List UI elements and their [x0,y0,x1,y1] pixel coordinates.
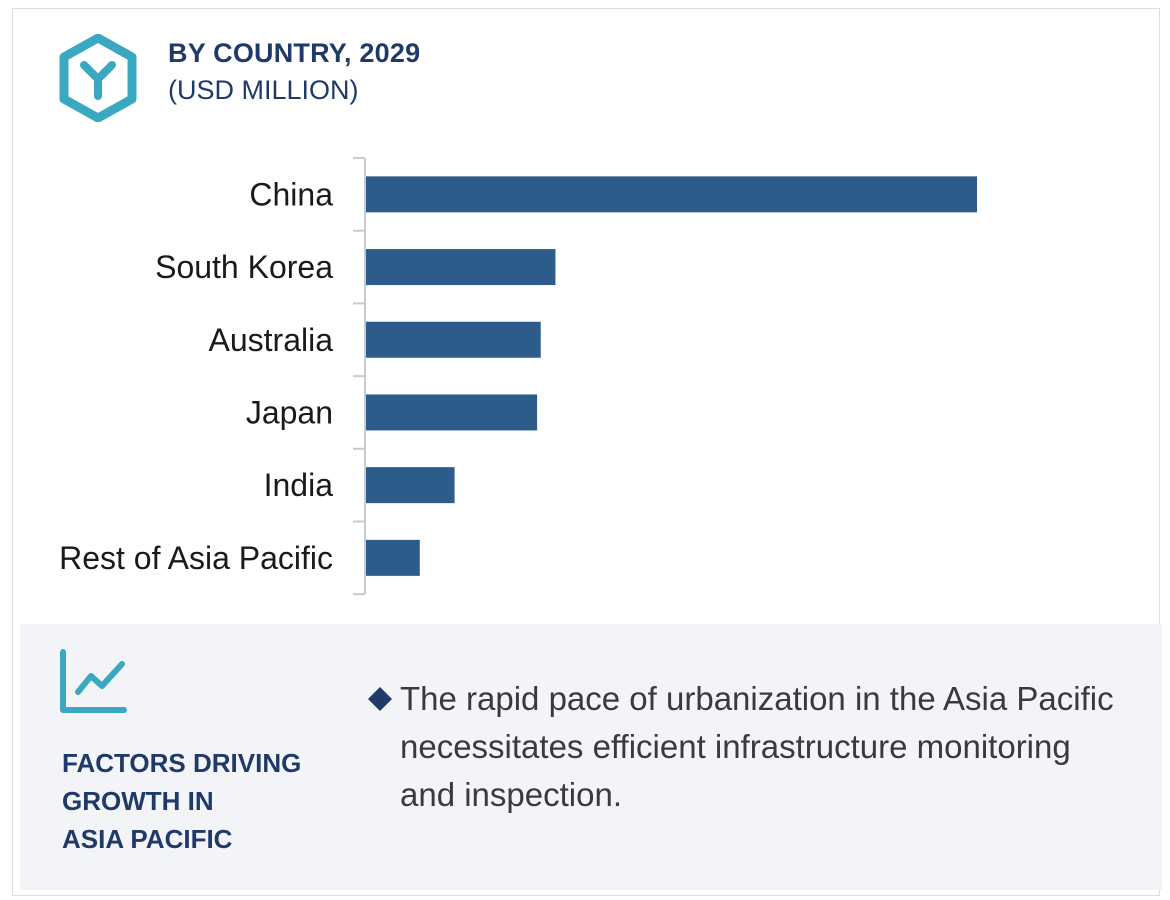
bar-japan [366,394,538,431]
factors-heading-line: ASIA PACIFIC [62,824,233,854]
bar-australia [366,321,541,358]
category-label: Rest of Asia Pacific [59,540,333,576]
category-label: India [264,467,334,503]
diamond-bullet-icon [368,687,392,711]
category-label: China [249,176,333,212]
factors-heading-line: FACTORS DRIVING [62,748,302,778]
category-label: South Korea [155,249,333,285]
category-label: Japan [246,394,333,430]
bar-chart: China South Korea Australia Japan India Rest … [59,157,977,596]
trend-line-chart-icon [60,649,127,713]
factors-heading: FACTORS DRIVING GROWTH IN ASIA PACIFIC [62,744,362,858]
chart-title: BY COUNTRY, 2029 [168,38,421,68]
bar-india [366,467,455,504]
bar-south-korea [366,249,556,286]
factors-heading-line: GROWTH IN [62,786,214,816]
hexagon-y-logo-icon [59,34,137,122]
factor-text: The rapid pace of urbanization in the As… [400,680,1114,813]
factors-panel [20,624,1162,890]
bar-china [366,176,977,213]
bar-rest-of-asia-pacific [366,539,420,576]
category-label: Australia [209,322,334,358]
chart-subtitle: (USD MILLION) [168,75,359,105]
